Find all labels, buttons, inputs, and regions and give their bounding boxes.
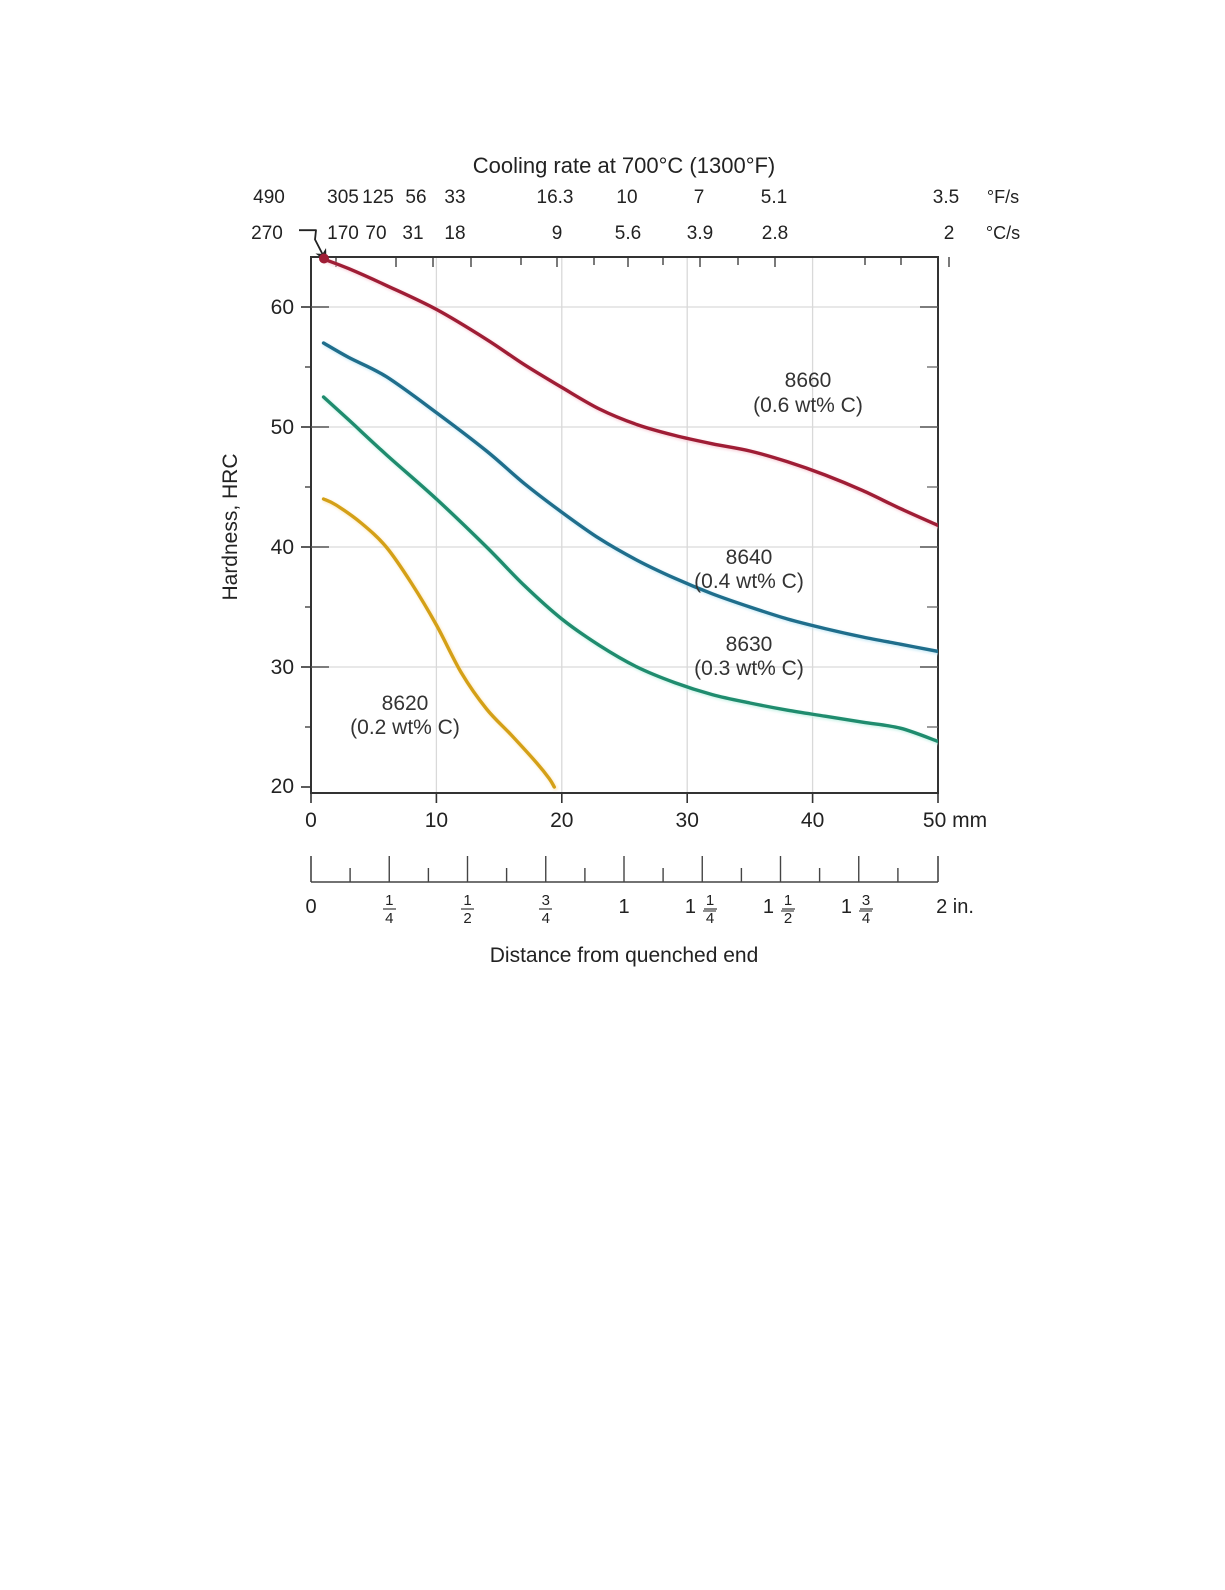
svg-text:10: 10 — [616, 187, 637, 208]
svg-text:7: 7 — [694, 187, 705, 208]
svg-text:305: 305 — [327, 187, 359, 208]
svg-text:5.6: 5.6 — [615, 223, 641, 244]
svg-text:2 in.: 2 in. — [936, 896, 974, 918]
svg-text:4: 4 — [385, 910, 393, 927]
svg-text:1: 1 — [841, 896, 852, 918]
svg-text:16.3: 16.3 — [537, 187, 574, 208]
svg-text:°F/s: °F/s — [987, 187, 1019, 207]
svg-text:0: 0 — [305, 809, 317, 832]
svg-text:30: 30 — [271, 656, 294, 679]
svg-text:Hardness, HRC: Hardness, HRC — [219, 453, 242, 600]
svg-text:50 mm: 50 mm — [923, 809, 987, 832]
svg-text:4: 4 — [542, 910, 550, 927]
svg-text:20: 20 — [550, 809, 573, 832]
svg-text:125: 125 — [362, 187, 394, 208]
svg-text:40: 40 — [801, 809, 824, 832]
svg-text:8630: 8630 — [726, 633, 773, 656]
svg-text:490: 490 — [253, 187, 285, 208]
svg-text:Distance from quenched end: Distance from quenched end — [490, 944, 759, 967]
svg-text:2: 2 — [463, 910, 471, 927]
svg-text:2.8: 2.8 — [762, 223, 788, 244]
svg-text:1: 1 — [463, 892, 471, 909]
svg-text:170: 170 — [327, 223, 359, 244]
svg-text:9: 9 — [552, 223, 563, 244]
svg-text:4: 4 — [862, 910, 870, 927]
svg-text:1: 1 — [784, 892, 792, 909]
svg-text:20: 20 — [271, 775, 294, 798]
svg-text:Cooling rate at 700°C (1300°F): Cooling rate at 700°C (1300°F) — [473, 153, 776, 178]
svg-text:(0.6 wt% C): (0.6 wt% C) — [753, 394, 863, 417]
svg-text:270: 270 — [251, 223, 283, 244]
svg-text:°C/s: °C/s — [986, 223, 1020, 243]
svg-text:3: 3 — [862, 892, 870, 909]
svg-text:8620: 8620 — [382, 692, 429, 715]
svg-text:30: 30 — [676, 809, 699, 832]
svg-text:0: 0 — [305, 896, 316, 918]
svg-text:8660: 8660 — [785, 369, 832, 392]
svg-text:3: 3 — [542, 892, 550, 909]
svg-text:1: 1 — [706, 892, 714, 909]
svg-text:2: 2 — [944, 223, 955, 244]
svg-text:3.5: 3.5 — [933, 187, 959, 208]
svg-text:50: 50 — [271, 416, 294, 439]
svg-text:60: 60 — [271, 296, 294, 319]
svg-text:40: 40 — [271, 536, 294, 559]
svg-text:1: 1 — [618, 896, 629, 918]
svg-text:4: 4 — [706, 910, 714, 927]
svg-text:70: 70 — [365, 223, 386, 244]
svg-text:8640: 8640 — [726, 546, 773, 569]
svg-text:33: 33 — [444, 187, 465, 208]
svg-text:1: 1 — [685, 896, 696, 918]
svg-text:56: 56 — [405, 187, 426, 208]
svg-text:(0.2 wt% C): (0.2 wt% C) — [350, 716, 460, 739]
svg-text:1: 1 — [385, 892, 393, 909]
svg-text:2: 2 — [784, 910, 792, 927]
svg-text:10: 10 — [425, 809, 448, 832]
svg-text:(0.3 wt% C): (0.3 wt% C) — [694, 657, 804, 680]
svg-text:3.9: 3.9 — [687, 223, 713, 244]
svg-text:1: 1 — [763, 896, 774, 918]
svg-text:5.1: 5.1 — [761, 187, 787, 208]
svg-text:18: 18 — [444, 223, 465, 244]
svg-text:(0.4 wt% C): (0.4 wt% C) — [694, 570, 804, 593]
svg-text:31: 31 — [402, 223, 423, 244]
